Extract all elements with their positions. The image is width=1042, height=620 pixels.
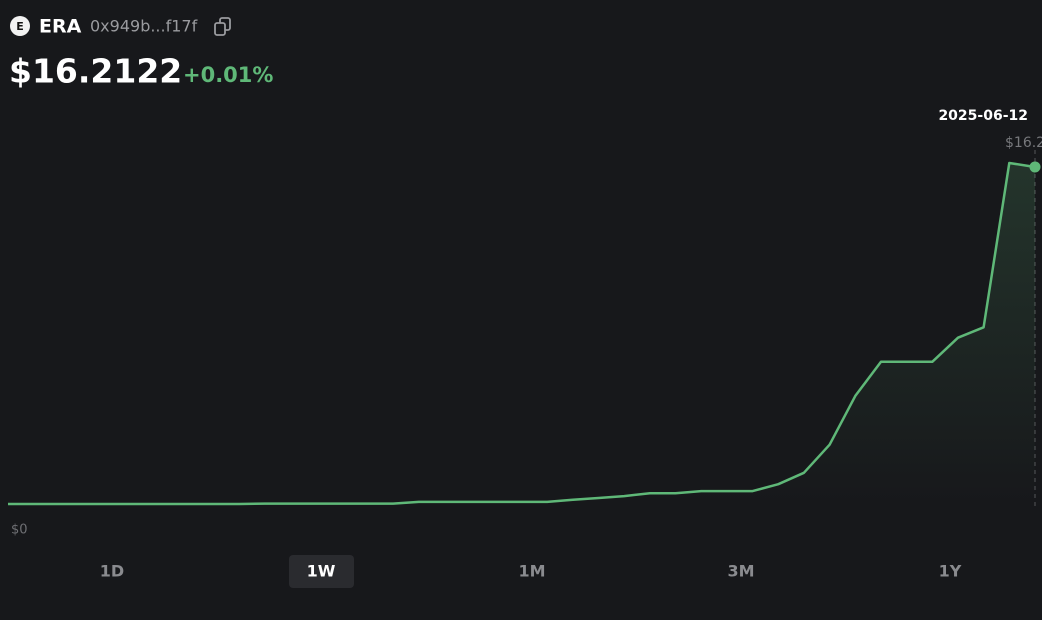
baseline-label: $0 bbox=[11, 523, 28, 538]
hover-date: 2025-06-12 bbox=[938, 108, 1028, 124]
range-button[interactable]: 1M bbox=[518, 562, 545, 581]
token-address: 0x949b...f17f bbox=[90, 17, 198, 36]
range-label: 1Y bbox=[939, 562, 962, 581]
range-label: 3M bbox=[727, 562, 754, 581]
price: $16.2122 bbox=[9, 52, 182, 91]
price-change: +0.01% bbox=[183, 63, 273, 87]
range-button[interactable]: 1W bbox=[289, 555, 354, 588]
token-icon-letter: E bbox=[16, 20, 24, 33]
area-fill bbox=[8, 163, 1035, 504]
hover-value: $16.2 bbox=[1005, 135, 1042, 151]
range-button[interactable]: 3M bbox=[727, 562, 754, 581]
range-button-bg bbox=[289, 555, 354, 588]
range-button[interactable]: 1Y bbox=[939, 562, 962, 581]
range-label: 1D bbox=[100, 562, 124, 581]
range-button[interactable]: 1D bbox=[100, 562, 124, 581]
hover-dot bbox=[1029, 161, 1041, 173]
copy-icon-front bbox=[214, 22, 226, 36]
token-symbol: ERA bbox=[39, 16, 82, 38]
range-label: 1W bbox=[307, 562, 336, 581]
range-label: 1M bbox=[518, 562, 545, 581]
price-line bbox=[8, 161, 1036, 506]
token-icon bbox=[10, 16, 30, 36]
copy-button[interactable] bbox=[214, 17, 231, 36]
